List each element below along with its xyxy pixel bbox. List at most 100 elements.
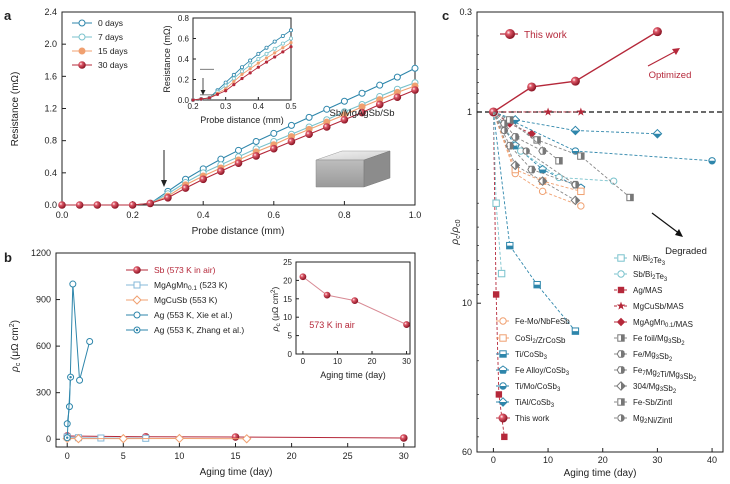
- panel-a-inset-point: [288, 28, 293, 33]
- panel-b-ytick-label: 900: [36, 295, 51, 305]
- legend-c-marker-half: [621, 334, 625, 342]
- panel-a-inset-xtick-label: 0.3: [220, 102, 232, 111]
- panel-a-ytick-label: 0.8: [44, 136, 57, 146]
- panel-a-point: [305, 130, 313, 139]
- legend-b-marker: [133, 281, 141, 289]
- panel-c-line-13: [492, 111, 576, 186]
- panel-a-point: [217, 155, 225, 163]
- panel-a-xtick-label: 0.4: [197, 210, 210, 220]
- panel-c-ylabel: ρc/ρc0: [450, 219, 462, 245]
- panel-c-ytick-label: 1: [467, 107, 472, 117]
- legend-a-marker: [78, 47, 86, 55]
- panel-c-point-half: [571, 130, 580, 135]
- panel-a-inset-point: [280, 33, 285, 38]
- panel-b-inset-point: [299, 273, 307, 281]
- legend-c-marker-half: [621, 367, 625, 373]
- panel-c-ytick-label: 0.3: [459, 7, 472, 17]
- panel-a-point: [146, 199, 155, 208]
- legend-c-label: Fe-Mo/NbFeSb: [515, 317, 570, 326]
- panel-a-point: [305, 113, 313, 121]
- legend-b-label: MgAgMn0.1 (523 K): [154, 280, 227, 292]
- legend-b-label: Ag (553 K, Zhang et al.): [154, 325, 244, 335]
- optimized-label: Optimized: [649, 70, 692, 81]
- panel-c-point-half: [504, 127, 508, 134]
- panel-c-point-half: [572, 331, 579, 335]
- panel-b-inset-xtick-label: 30: [402, 357, 411, 366]
- panel-a-inset-point: [264, 51, 269, 56]
- panel-a-xtick-label: 0.2: [126, 210, 139, 220]
- panel-b-point: [399, 434, 408, 442]
- panel-c-point-half: [526, 147, 530, 155]
- panel-a-xlabel: Probe distance (mm): [192, 226, 285, 237]
- panel-a-point: [217, 167, 225, 176]
- panel-b-point: [73, 433, 84, 444]
- panel-c-point: [538, 187, 547, 196]
- panel-a-point: [164, 193, 172, 202]
- legend-c-marker: [617, 270, 625, 278]
- panel-a-point: [234, 159, 243, 167]
- legend-c-label: 304/Mg3Sb2: [633, 382, 677, 395]
- panel-a-ytick-label: 2.0: [44, 39, 57, 49]
- panel-c-point-half: [533, 284, 541, 288]
- panel-c-line-0: [493, 31, 658, 113]
- panel-c-line-4: [492, 111, 576, 332]
- panel-a-inset-point: [240, 72, 244, 76]
- panel-a-point: [411, 86, 419, 94]
- panel-b-point: [174, 433, 185, 444]
- degraded-label: Degraded: [665, 246, 707, 257]
- panel-b-inset-point: [323, 291, 331, 299]
- legend-c-label: Ti/Mo/CoSb3: [515, 382, 561, 393]
- legend-c-marker-half: [621, 414, 625, 422]
- panel-b-inset-xlabel: Aging time (day): [320, 370, 386, 380]
- panel-a-inset-point: [223, 83, 228, 88]
- panel-a-point: [111, 201, 119, 209]
- panel-c-frame: [476, 11, 724, 453]
- panel-a-chart: a 0.0 0.2 0.4 0.6 0.8 1.00.00.40.81.21.62.02.…: [4, 7, 421, 237]
- panel-a-inset-point: [224, 89, 228, 93]
- legend-c-label: TiAl/CoSb3: [515, 398, 555, 409]
- panel-c-xtick-label: 20: [598, 455, 608, 465]
- legend-c-label: MgCuSb/MAS: [633, 302, 684, 311]
- panel-b-xtick-label: 20: [287, 451, 297, 461]
- panel-a-ytick-label: 0.4: [44, 168, 57, 178]
- legend-b-label: Ag (553 K, Xie et al.): [154, 310, 233, 320]
- panel-a-xtick-label: 0.6: [268, 210, 281, 220]
- panel-a-inset-point: [248, 63, 253, 68]
- panel-c-point-half: [515, 161, 520, 170]
- legend-b-marker: [133, 266, 141, 274]
- panel-a-inset-point: [272, 46, 277, 51]
- panel-a-inset-ytick-label: 0.2: [178, 76, 190, 85]
- panel-b-line-4: [66, 377, 72, 438]
- panel-a-point: [128, 201, 137, 209]
- panel-b-inset-xtick-label: 10: [333, 357, 342, 366]
- panel-a-point: [287, 137, 296, 146]
- legend-c-label: Fe foil/Mg3Sb2: [633, 334, 685, 347]
- panel-c-point: [577, 187, 585, 196]
- sample-block-illustration: [315, 150, 391, 188]
- degraded-arrow: [651, 212, 681, 235]
- panel-a-point: [322, 123, 331, 131]
- panel-a-inset-point: [273, 51, 277, 55]
- panel-b-letter: b: [4, 250, 12, 265]
- panel-c-point-half: [575, 181, 579, 188]
- legend-b-label: Sb (573 K in air): [154, 265, 216, 275]
- panel-c-point: [501, 433, 508, 441]
- panel-a-inset-point: [280, 41, 285, 46]
- panel-a-inset-point: [256, 51, 261, 56]
- panel-a-point: [93, 201, 102, 209]
- panel-c-point: [492, 199, 500, 207]
- panel-b-inset-annotation: 573 K in air: [309, 320, 355, 330]
- panel-c-point-half: [559, 157, 563, 164]
- panel-b-inset-ytick-label: 20: [283, 276, 292, 285]
- panel-a-ytick-label: 1.2: [44, 104, 57, 114]
- legend-c-label: This work: [515, 414, 550, 423]
- panel-a-inset-point: [248, 58, 253, 63]
- panel-a-inset-xtick-label: 0.5: [285, 102, 297, 111]
- panel-c-line-10: [492, 111, 582, 207]
- panel-c-point: [497, 269, 506, 278]
- panel-b-xlabel: Aging time (day): [200, 467, 273, 478]
- legend-c-label: Fe7Mg2Ti/Mg3Sb2: [633, 366, 697, 383]
- panel-a-inset-point: [281, 46, 285, 50]
- panel-b-line-0: [67, 435, 404, 439]
